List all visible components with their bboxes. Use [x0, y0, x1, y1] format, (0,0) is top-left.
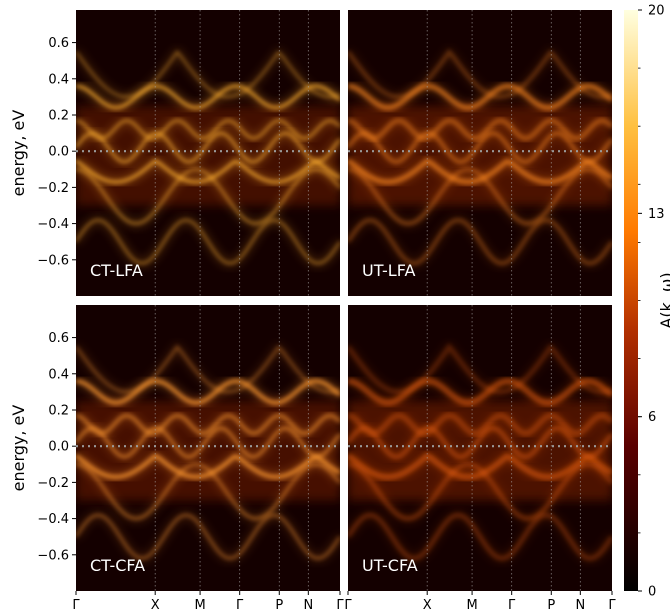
band-curve	[76, 50, 340, 98]
y-tick-label: 0.6	[48, 36, 69, 51]
band-curve	[76, 159, 340, 184]
y-tick-label: −0.6	[37, 548, 69, 563]
band-curve	[76, 119, 340, 140]
panel-label: CT-CFA	[90, 556, 145, 575]
x-tick-label: Γ	[236, 598, 244, 612]
x-tick-label: Γ	[608, 598, 616, 612]
y-tick-label: 0.0	[48, 145, 69, 160]
x-tick-label: Γ	[344, 598, 352, 612]
band-curve	[76, 378, 340, 405]
band-curve	[348, 425, 612, 460]
x-tick-label: X	[151, 598, 160, 612]
y-tick-label: 0.4	[48, 72, 69, 87]
band-curve	[76, 426, 340, 459]
x-tick-label: P	[547, 598, 555, 612]
y-axis-label: energy, eV	[9, 110, 28, 197]
y-tick-label: −0.4	[37, 217, 69, 232]
colorbar-tick-label: 0	[648, 585, 656, 600]
band-curve	[348, 167, 612, 226]
band-curve	[348, 83, 612, 111]
band-curve	[76, 168, 340, 225]
band-curve	[348, 217, 612, 266]
colorbar-label: A(k, ω)	[657, 272, 670, 328]
panel-ct-cfa: CT-CFA 0.6 0.4 0.2 0.0 −0.2 −0.4 −0.6 energy, eV…	[9, 305, 344, 612]
y-tick-label: 0.6	[48, 331, 69, 346]
band-curve	[76, 344, 340, 394]
panel-label: UT-LFA	[362, 261, 415, 280]
y-tick-label: −0.2	[37, 181, 69, 196]
band-curve	[76, 513, 340, 560]
y-tick-label: 0.0	[48, 440, 69, 455]
colorbar: 0 6 13 20 A(k, ω)	[624, 4, 670, 600]
band-curve	[348, 131, 612, 165]
band-curve	[348, 412, 612, 437]
y-tick-label: 0.2	[48, 403, 69, 418]
x-tick-label: M	[466, 598, 477, 612]
band-curve	[348, 117, 612, 142]
x-tick-label: N	[575, 598, 585, 612]
colorbar-tick-label: 20	[648, 4, 665, 19]
y-tick-label: −0.2	[37, 476, 69, 491]
y-tick-label: 0.4	[48, 367, 69, 382]
band-curve	[348, 48, 612, 99]
band-curve	[76, 132, 340, 164]
panel-label: CT-LFA	[90, 261, 143, 280]
band-curve	[76, 413, 340, 436]
colorbar-tick-label: 6	[648, 410, 656, 425]
panel-ut-cfa: UT-CFA Γ X M Γ P N Γ	[344, 305, 616, 612]
panels-layer: CT-LFA 0.6 0.4 0.2 0.0 −0.2 −0.4 −0.6 energy, eV…	[9, 10, 616, 612]
band-curve	[76, 84, 340, 109]
x-tick-label: N	[303, 598, 313, 612]
x-tick-label: Γ	[336, 598, 344, 612]
band-curve	[348, 512, 612, 561]
x-tick-label: P	[275, 598, 283, 612]
x-tick-label: Γ	[508, 598, 516, 612]
band-curve	[348, 377, 612, 406]
band-curve	[76, 453, 340, 480]
y-tick-label: 0.2	[48, 108, 69, 123]
x-tick-label: M	[194, 598, 205, 612]
y-tick-label: −0.6	[37, 253, 69, 268]
panel-ut-lfa: UT-LFA	[348, 10, 612, 296]
colorbar-tick-label: 13	[648, 207, 665, 222]
band-curve	[76, 218, 340, 265]
y-axis-label: energy, eV	[9, 405, 28, 492]
panel-ct-lfa: CT-LFA 0.6 0.4 0.2 0.0 −0.2 −0.4 −0.6 energy, eV	[9, 10, 340, 296]
band-curve	[348, 343, 612, 395]
x-tick-label: Γ	[72, 598, 80, 612]
x-tick-label: X	[423, 598, 432, 612]
panel-label: UT-CFA	[362, 556, 418, 575]
band-curve	[348, 157, 612, 185]
band-curve	[348, 461, 612, 522]
colorbar-gradient	[624, 10, 638, 591]
y-tick-label: −0.4	[37, 512, 69, 527]
band-curve	[76, 462, 340, 521]
